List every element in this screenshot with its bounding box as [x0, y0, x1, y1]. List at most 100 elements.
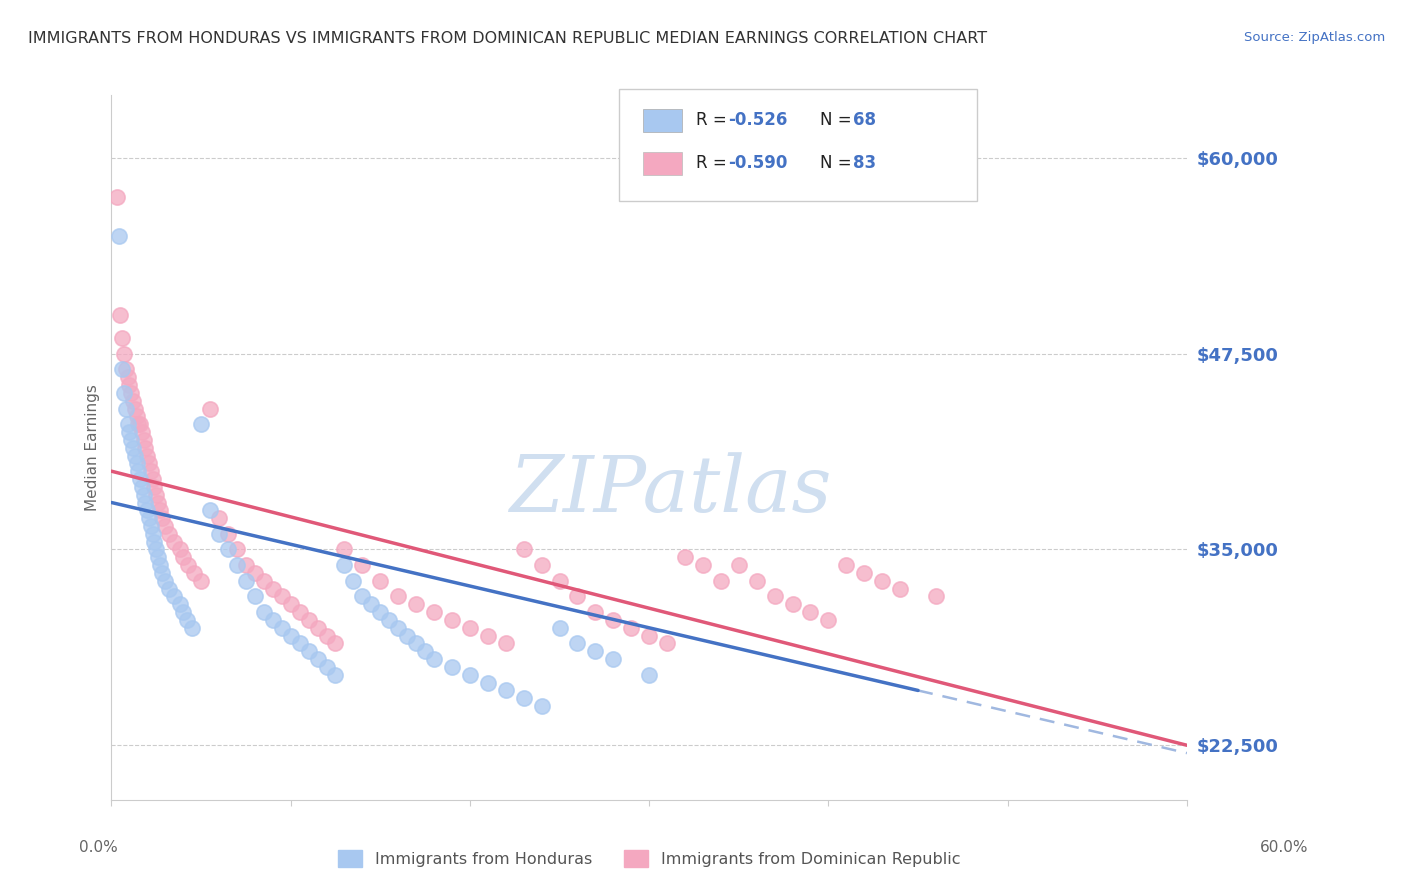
- Point: [870, 574, 893, 588]
- Point: [153, 519, 176, 533]
- Text: IMMIGRANTS FROM HONDURAS VS IMMIGRANTS FROM DOMINICAN REPUBLIC MEDIAN EARNINGS C: IMMIGRANTS FROM HONDURAS VS IMMIGRANTS F…: [28, 31, 987, 46]
- Point: [131, 425, 153, 439]
- Point: [763, 590, 786, 604]
- Point: [297, 644, 319, 658]
- Point: [495, 636, 517, 650]
- Point: [118, 425, 141, 439]
- Point: [325, 636, 347, 650]
- Point: [548, 621, 571, 635]
- Point: [125, 456, 148, 470]
- Point: [136, 503, 159, 517]
- Point: [378, 613, 401, 627]
- Point: [396, 629, 419, 643]
- Point: [190, 574, 212, 588]
- Point: [172, 605, 194, 619]
- Point: [114, 362, 136, 376]
- Point: [799, 605, 821, 619]
- Text: ZIPatlas: ZIPatlas: [509, 452, 832, 528]
- Point: [142, 472, 165, 486]
- Point: [620, 621, 643, 635]
- Point: [315, 660, 337, 674]
- Point: [127, 464, 149, 478]
- Point: [112, 385, 135, 400]
- Point: [149, 503, 172, 517]
- Point: [440, 660, 463, 674]
- Point: [440, 613, 463, 627]
- Point: [655, 636, 678, 650]
- Point: [638, 667, 661, 681]
- Point: [124, 449, 146, 463]
- Point: [567, 590, 589, 604]
- Text: Source: ZipAtlas.com: Source: ZipAtlas.com: [1244, 31, 1385, 45]
- Point: [512, 691, 534, 706]
- Text: N =: N =: [820, 154, 856, 172]
- Point: [262, 613, 284, 627]
- Point: [138, 456, 160, 470]
- Point: [710, 574, 733, 588]
- Point: [307, 621, 329, 635]
- Point: [134, 441, 156, 455]
- Point: [107, 229, 129, 244]
- Point: [198, 401, 221, 416]
- Point: [142, 526, 165, 541]
- Point: [253, 605, 276, 619]
- Point: [368, 574, 391, 588]
- Point: [583, 644, 606, 658]
- Point: [325, 667, 347, 681]
- Point: [530, 558, 553, 573]
- Point: [114, 401, 136, 416]
- Point: [602, 613, 624, 627]
- Point: [190, 417, 212, 432]
- Point: [342, 574, 364, 588]
- Point: [243, 566, 266, 580]
- Point: [122, 393, 145, 408]
- Point: [163, 534, 186, 549]
- Point: [727, 558, 749, 573]
- Point: [225, 558, 247, 573]
- Point: [183, 566, 205, 580]
- Point: [143, 480, 166, 494]
- Point: [150, 566, 173, 580]
- Point: [387, 590, 409, 604]
- Legend: Immigrants from Honduras, Immigrants from Dominican Republic: Immigrants from Honduras, Immigrants fro…: [332, 844, 967, 873]
- Text: 60.0%: 60.0%: [1260, 840, 1308, 855]
- Point: [124, 401, 146, 416]
- Text: 68: 68: [853, 112, 876, 129]
- Point: [132, 433, 155, 447]
- Point: [352, 558, 374, 573]
- Point: [125, 409, 148, 424]
- Point: [925, 590, 948, 604]
- Text: R =: R =: [696, 154, 733, 172]
- Point: [139, 464, 162, 478]
- Point: [139, 519, 162, 533]
- Point: [280, 597, 302, 611]
- Text: 83: 83: [853, 154, 876, 172]
- Point: [153, 574, 176, 588]
- Point: [477, 629, 499, 643]
- Point: [413, 644, 436, 658]
- Point: [405, 597, 427, 611]
- Point: [423, 652, 446, 666]
- Point: [111, 362, 134, 376]
- Point: [120, 433, 142, 447]
- Point: [172, 550, 194, 565]
- Point: [198, 503, 221, 517]
- Point: [208, 511, 231, 525]
- Text: -0.590: -0.590: [728, 154, 787, 172]
- Point: [458, 667, 481, 681]
- Point: [243, 590, 266, 604]
- Point: [149, 558, 172, 573]
- Point: [602, 652, 624, 666]
- Point: [288, 605, 311, 619]
- Point: [387, 621, 409, 635]
- Point: [270, 590, 292, 604]
- Point: [253, 574, 276, 588]
- Point: [157, 582, 180, 596]
- Point: [217, 526, 239, 541]
- Text: N =: N =: [820, 112, 856, 129]
- Point: [157, 526, 180, 541]
- Point: [132, 488, 155, 502]
- Point: [262, 582, 284, 596]
- Point: [235, 574, 257, 588]
- Point: [163, 590, 186, 604]
